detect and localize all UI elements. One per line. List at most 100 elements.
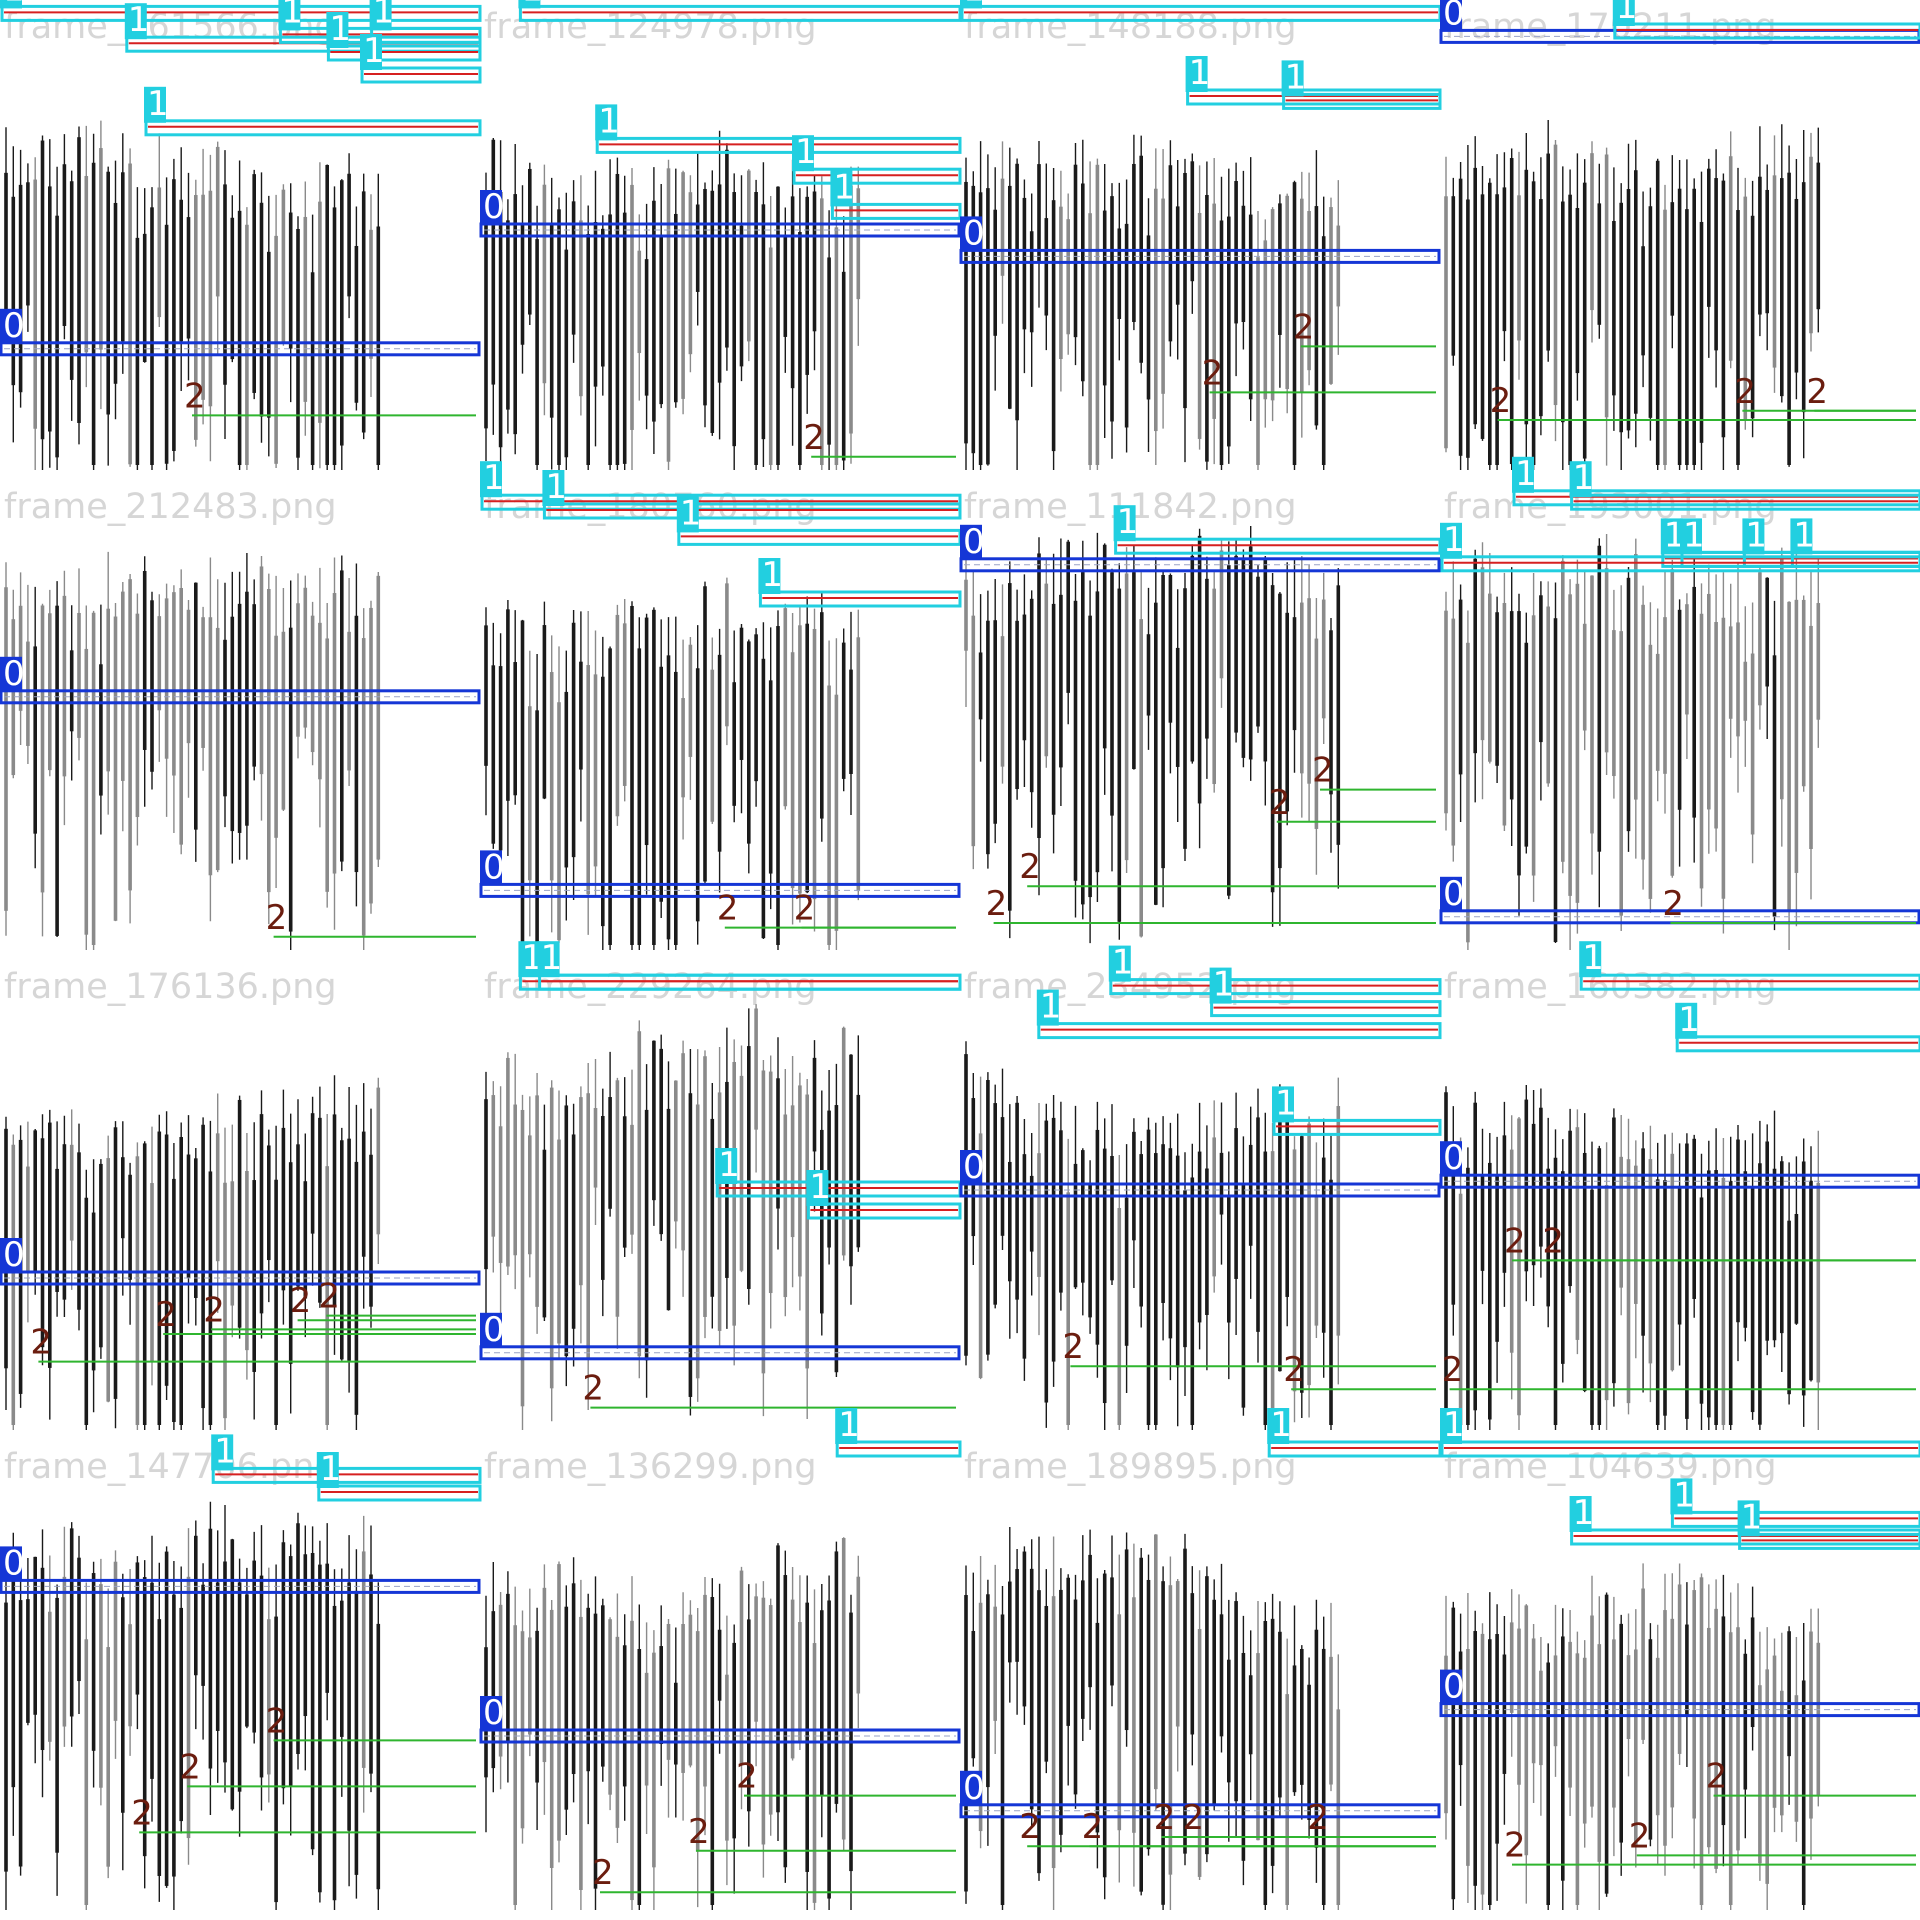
candle-body: [1728, 156, 1733, 361]
candle-body: [1285, 612, 1289, 812]
candle-body: [1248, 546, 1253, 760]
level-one-label: 1: [1673, 1475, 1695, 1515]
candle-body: [55, 215, 59, 458]
candle-body: [1714, 178, 1718, 351]
candle-body: [179, 199, 183, 342]
candle-body: [1241, 1652, 1246, 1861]
level-one-label: 1: [1678, 1000, 1700, 1040]
candle-body: [142, 1577, 147, 1857]
level-two-label: 2: [1293, 307, 1315, 347]
candle-body: [1095, 1622, 1100, 1833]
candle-body: [1480, 194, 1485, 439]
candle-body: [128, 163, 132, 465]
candle-body: [274, 1179, 278, 1425]
candle-body: [4, 587, 8, 911]
level-two-label: 2: [1283, 1350, 1305, 1390]
candle-body: [754, 192, 758, 466]
candle-body: [564, 691, 569, 868]
level-zero-label: 0: [3, 654, 25, 694]
candle-body: [1285, 195, 1289, 390]
candle-body: [55, 1597, 59, 1853]
candlestick-chart: [964, 1041, 1341, 1430]
candle-body: [1590, 575, 1594, 834]
candle-body: [1183, 1190, 1187, 1348]
candle-body: [361, 191, 366, 433]
candle-body: [288, 212, 293, 349]
candle-body: [1292, 182, 1297, 465]
frame-title: frame_176136.png: [4, 967, 337, 1007]
candle-body: [1524, 1605, 1529, 1856]
candle-body: [703, 1594, 707, 1787]
candle-body: [369, 607, 373, 904]
candle-body: [1816, 603, 1821, 720]
candle-body: [1102, 544, 1107, 749]
level-two-label: 2: [1806, 372, 1828, 412]
candle-body: [564, 1105, 569, 1357]
level-one-label: 1: [1270, 1405, 1292, 1445]
level-two-label: 2: [1706, 1757, 1728, 1797]
candle-body: [1714, 621, 1718, 829]
level-one: 1: [537, 938, 962, 991]
candle-body: [747, 1619, 751, 1812]
candle-body: [325, 1166, 329, 1425]
level-one: 1: [1737, 1497, 1920, 1550]
candle-body: [1256, 257, 1260, 465]
candle-body: [1458, 178, 1463, 456]
level-one-label: 1: [1040, 987, 1062, 1027]
candle-body: [1234, 555, 1238, 733]
candle-body: [223, 639, 227, 797]
candle-body: [325, 638, 329, 892]
candle-body: [354, 245, 359, 403]
candle-body: [62, 164, 67, 326]
candle-body: [1307, 1123, 1311, 1386]
candle-body: [376, 1623, 381, 1890]
candle-body: [986, 1080, 990, 1355]
level-zero-label: 0: [3, 306, 25, 346]
candle-body: [164, 1551, 169, 1886]
candle-body: [1750, 1617, 1755, 1728]
candle-body: [1270, 1151, 1275, 1425]
candle-body: [1168, 1148, 1173, 1339]
candle-body: [542, 184, 547, 384]
candle-body: [1787, 172, 1791, 465]
candle-body: [77, 1152, 81, 1310]
candle-body: [535, 1630, 539, 1783]
candle-body: [1336, 585, 1341, 845]
candle-body: [1685, 604, 1689, 715]
candle-body: [1458, 1651, 1463, 1766]
candle-body: [1154, 188, 1158, 432]
level-two: 2: [290, 1281, 476, 1322]
candle-body: [1212, 588, 1216, 785]
candle-body: [1234, 1128, 1238, 1279]
candle-body: [128, 1174, 132, 1280]
candle-body: [1546, 1662, 1550, 1905]
candle-body: [637, 648, 642, 945]
candle-body: [601, 1116, 605, 1280]
candle-body: [1081, 1150, 1085, 1283]
candle-body: [1110, 1577, 1114, 1686]
candlestick-chart: [1444, 534, 1821, 950]
level-two: 2: [736, 1757, 956, 1797]
level-one-label: 1: [1275, 1083, 1297, 1123]
candle-body: [834, 227, 839, 465]
level-one: 1: [1036, 987, 1442, 1040]
level-zero-label: 0: [963, 1768, 985, 1808]
level-two-label: 2: [582, 1369, 604, 1409]
candle-body: [376, 1087, 381, 1235]
candle-body: [99, 1584, 103, 1788]
level-one-label: 1: [541, 938, 563, 978]
candle-body: [798, 1622, 802, 1743]
candle-body: [1095, 591, 1100, 873]
frame-title: frame_170211.png: [1444, 7, 1777, 47]
level-one-label: 1: [1112, 943, 1134, 983]
candle-body: [1088, 1185, 1092, 1318]
candle-body: [498, 1604, 503, 1757]
candle-body: [194, 1158, 198, 1298]
level-two-label: 2: [1062, 1327, 1084, 1367]
candle-body: [695, 668, 700, 922]
level-two: 2: [318, 1277, 476, 1317]
candle-body: [1081, 572, 1085, 905]
candle-body: [62, 1144, 67, 1300]
candle-body: [761, 1070, 766, 1374]
